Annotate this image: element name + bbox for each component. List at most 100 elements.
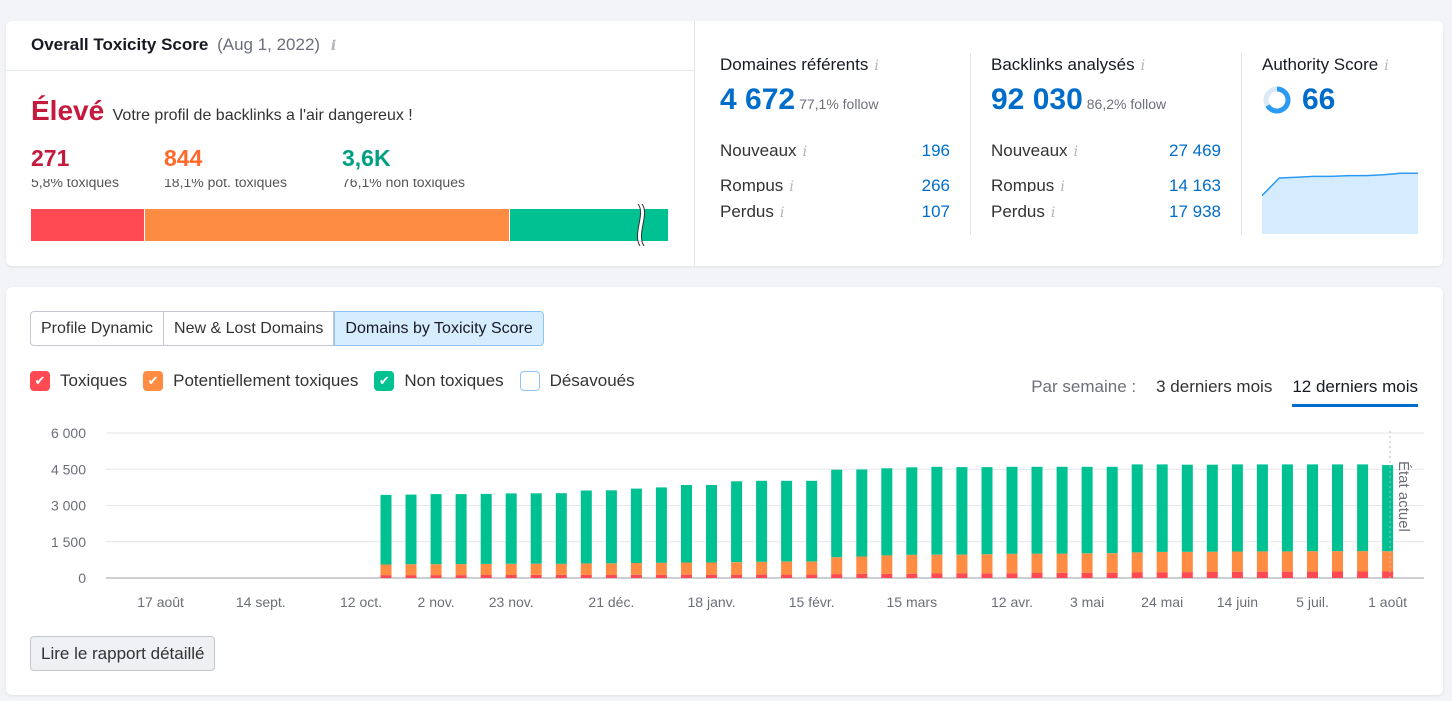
bar-segment[interactable]: [1332, 571, 1343, 579]
bar-segment[interactable]: [1281, 571, 1293, 578]
bar-segment[interactable]: [380, 575, 392, 578]
bar-segment[interactable]: [480, 575, 492, 578]
bar-segment[interactable]: [756, 561, 768, 575]
bar-segment[interactable]: [1382, 551, 1394, 572]
tab-domains-by-toxicity[interactable]: Domains by Toxicity Score: [334, 311, 544, 346]
bar-segment[interactable]: [1382, 465, 1394, 552]
bar-segment[interactable]: [580, 563, 592, 575]
bar-segment[interactable]: [981, 573, 993, 578]
bar-segment[interactable]: [380, 494, 392, 565]
bar-segment[interactable]: [831, 469, 843, 558]
bar-segment[interactable]: [1131, 572, 1143, 578]
bar-segment[interactable]: [1006, 553, 1018, 574]
bar-segment[interactable]: [1256, 464, 1268, 552]
bar-segment[interactable]: [706, 485, 717, 563]
range-12-months[interactable]: 12 derniers mois: [1292, 377, 1418, 407]
bar-segment[interactable]: [1131, 464, 1143, 553]
bar-segment[interactable]: [455, 575, 467, 578]
authority-sparkline[interactable]: [1262, 154, 1418, 234]
range-3-months[interactable]: 3 derniers mois: [1156, 377, 1273, 396]
bar-segment[interactable]: [806, 561, 818, 575]
bar-segment[interactable]: [555, 493, 567, 564]
bar-segment[interactable]: [1106, 466, 1118, 554]
bar-segment[interactable]: [881, 573, 893, 578]
bar-segment[interactable]: [505, 575, 517, 578]
bar-segment[interactable]: [1231, 551, 1243, 572]
bar-segment[interactable]: [956, 554, 968, 574]
bar-segment[interactable]: [1357, 464, 1369, 552]
bar-segment[interactable]: [1357, 551, 1369, 572]
bar-segment[interactable]: [756, 574, 768, 578]
bar-segment[interactable]: [806, 480, 818, 562]
info-icon[interactable]: i: [330, 38, 337, 54]
bar-segment[interactable]: [831, 574, 843, 578]
bar-segment[interactable]: [1156, 551, 1168, 573]
bar-segment[interactable]: [1332, 464, 1343, 552]
bar-segment[interactable]: [806, 574, 818, 578]
bar-segment[interactable]: [731, 562, 743, 575]
bar-segment[interactable]: [1131, 552, 1143, 573]
checkbox-unchecked-icon[interactable]: [519, 371, 540, 391]
bar-segment[interactable]: [1006, 466, 1018, 554]
bar-segment[interactable]: [1081, 553, 1093, 573]
detailed-report-button[interactable]: Lire le rapport détaillé: [30, 636, 216, 671]
bar-segment[interactable]: [505, 563, 517, 575]
bar-segment[interactable]: [706, 562, 717, 575]
info-icon[interactable]: i: [1140, 58, 1146, 74]
bar-segment[interactable]: [856, 469, 868, 557]
bar-segment[interactable]: [1156, 572, 1168, 578]
bar-segment[interactable]: [455, 564, 467, 576]
bar-segment[interactable]: [655, 487, 667, 563]
bar-segment[interactable]: [605, 574, 617, 578]
bar-segment[interactable]: [981, 554, 993, 574]
bar-segment[interactable]: [1281, 551, 1293, 572]
bar-segment[interactable]: [630, 574, 642, 578]
bar-segment[interactable]: [1156, 464, 1168, 552]
bar-segment[interactable]: [956, 573, 968, 578]
bar-segment[interactable]: [1256, 571, 1268, 578]
bar-segment[interactable]: [781, 574, 793, 578]
bar-segment[interactable]: [1106, 553, 1118, 573]
bar-segment[interactable]: [1031, 466, 1043, 554]
bar-segment[interactable]: [1006, 573, 1018, 578]
bar-segment[interactable]: [856, 573, 868, 578]
bar-segment[interactable]: [405, 575, 417, 578]
bar-segment[interactable]: [681, 574, 692, 578]
bar-segment[interactable]: [405, 494, 417, 565]
ref-domains-broken-value[interactable]: 266: [921, 176, 950, 192]
bar-segment[interactable]: [430, 575, 442, 578]
bar-segment[interactable]: [630, 488, 642, 563]
ref-domains-lost-value[interactable]: 107: [921, 202, 950, 221]
bar-segment[interactable]: [856, 556, 868, 574]
bar-segment[interactable]: [1081, 572, 1093, 578]
bar-segment[interactable]: [605, 490, 617, 564]
bar-segment[interactable]: [580, 574, 592, 578]
bar-segment[interactable]: [881, 468, 893, 556]
legend-non-toxic[interactable]: ✔ Non toxiques: [374, 371, 504, 391]
backlinks-lost-value[interactable]: 17 938: [1169, 202, 1221, 221]
bar-segment[interactable]: [781, 480, 793, 562]
bar-segment[interactable]: [455, 494, 467, 565]
info-icon[interactable]: i: [779, 205, 785, 221]
bar-segment[interactable]: [555, 575, 567, 578]
bar-segment[interactable]: [956, 467, 968, 555]
info-icon[interactable]: i: [1060, 179, 1065, 192]
bar-segment[interactable]: [906, 573, 918, 578]
backlinks-new-value[interactable]: 27 469: [1169, 141, 1221, 160]
toxicity-bar-pot-toxic[interactable]: [144, 209, 509, 241]
bar-segment[interactable]: [1231, 571, 1243, 578]
bar-segment[interactable]: [906, 554, 918, 574]
bar-segment[interactable]: [630, 563, 642, 575]
bar-segment[interactable]: [981, 467, 993, 555]
toxic-count[interactable]: 271: [31, 145, 70, 171]
bar-segment[interactable]: [1056, 553, 1068, 573]
ref-domains-value[interactable]: 4 672 77,1% follow: [720, 83, 879, 116]
bar-segment[interactable]: [1231, 464, 1243, 552]
checkbox-checked-icon[interactable]: ✔: [374, 371, 395, 391]
bar-segment[interactable]: [1056, 572, 1068, 578]
backlinks-broken-value[interactable]: 14 163: [1169, 176, 1221, 192]
bar-segment[interactable]: [1281, 464, 1293, 552]
bar-segment[interactable]: [731, 574, 743, 578]
info-icon[interactable]: i: [789, 179, 794, 192]
bar-segment[interactable]: [731, 481, 743, 563]
